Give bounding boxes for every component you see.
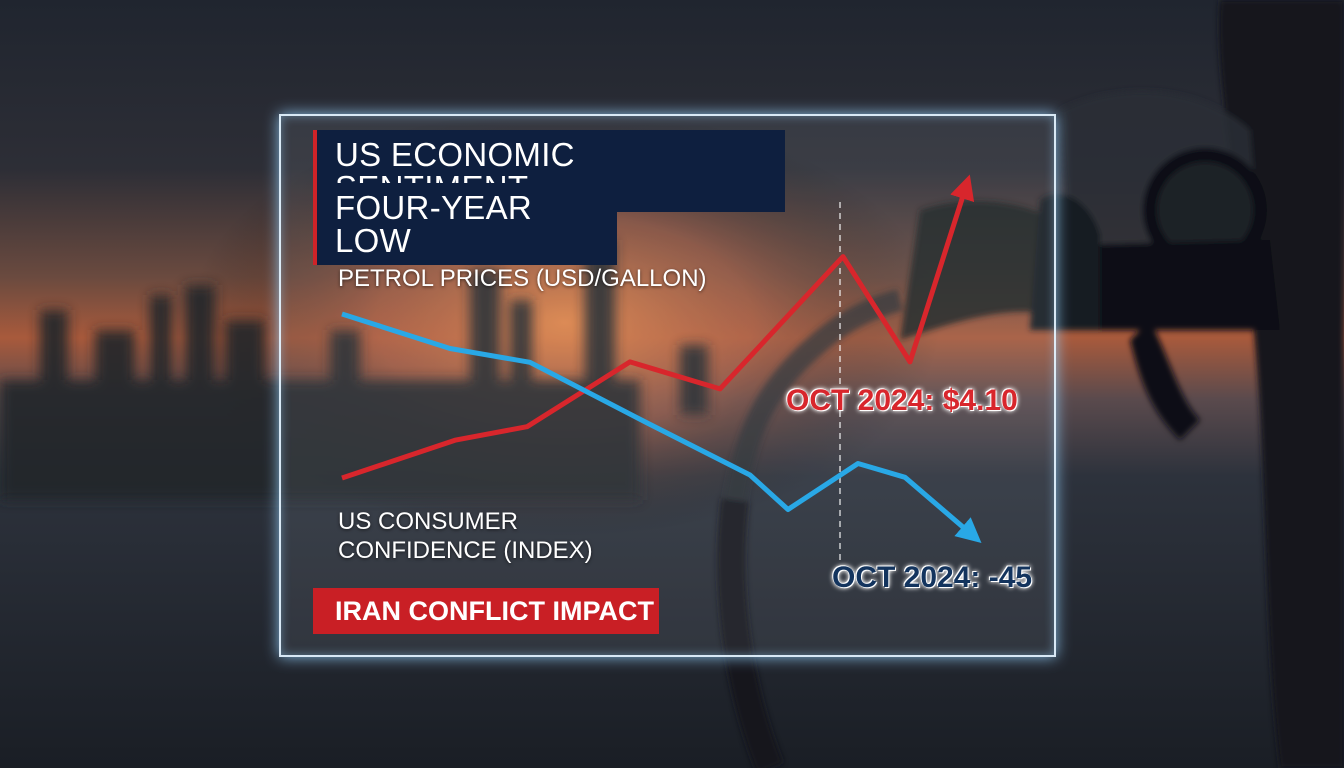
impact-tag: IRAN CONFLICT IMPACT [313,588,659,634]
callout-petrol-oct-2024: OCT 2024: $4.10 [786,384,1018,417]
series-label-consumer-confidence: US CONSUMER CONFIDENCE (INDEX) [338,508,593,564]
callout-consumer-oct-2024: OCT 2024: -45 [832,561,1033,594]
series-line-petrol-prices [341,174,975,481]
series-label-petrol: PETROL PRICES (USD/GALLON) [338,265,707,292]
series-line-consumer-confidence [341,311,982,543]
chart-title-line-2: FOUR-YEAR LOW [313,183,617,265]
series-points [341,186,973,535]
